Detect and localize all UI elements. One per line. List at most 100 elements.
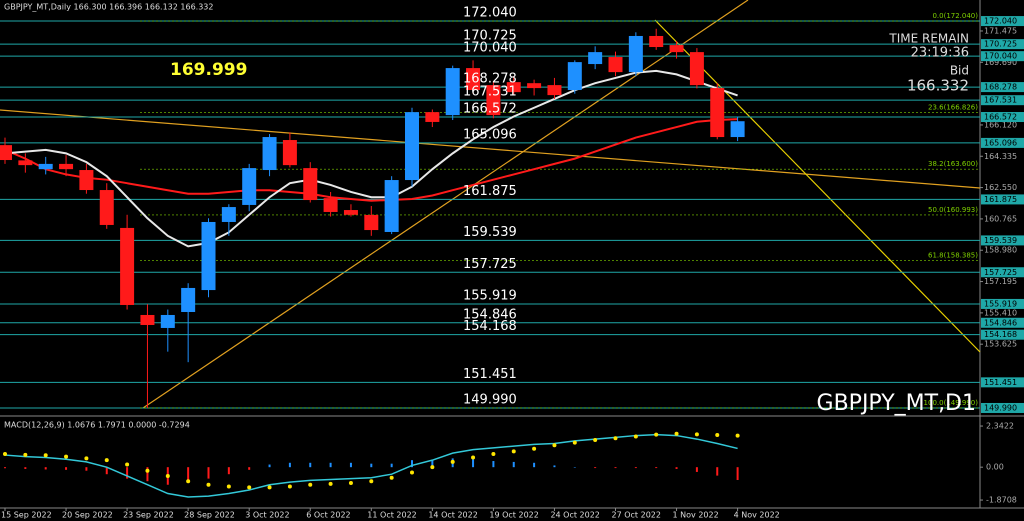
- level-label: 170.040: [463, 41, 517, 56]
- macd-histogram-bar: [309, 462, 312, 468]
- macd-histogram-bar: [105, 467, 108, 475]
- level-axis-box: [981, 51, 1024, 62]
- signal-dot: [84, 456, 89, 461]
- signal-dot: [247, 485, 252, 490]
- signal-dot: [654, 432, 659, 437]
- candle-body: [608, 57, 623, 73]
- candle-body: [649, 35, 664, 48]
- signal-dot: [715, 433, 720, 438]
- y-tick-label: -1.8708: [986, 496, 1017, 505]
- signal-dot: [735, 433, 740, 438]
- signal-dot: [267, 485, 272, 490]
- level-label: 168.278: [463, 72, 517, 87]
- signal-dot: [572, 440, 577, 445]
- signal-dot: [633, 434, 638, 439]
- trendline: [654, 19, 981, 353]
- signal-dot: [410, 470, 414, 475]
- macd-histogram-bar: [492, 461, 495, 468]
- macd-histogram-bar: [695, 467, 698, 472]
- level-label: 151.451: [463, 367, 517, 382]
- x-tick-label: 28 Sep 2022: [184, 511, 235, 520]
- x-tick-label: 19 Oct 2022: [489, 511, 538, 520]
- y-tick-label: 2.3422: [986, 422, 1014, 431]
- y-tick-label: 160.765: [984, 214, 1017, 223]
- signal-dot: [552, 443, 557, 448]
- fib-label: 50.0(160.993): [928, 206, 978, 214]
- level-axis-label: 149.990: [984, 403, 1017, 412]
- signal-dot: [23, 452, 28, 457]
- candle-body: [547, 85, 562, 96]
- level-axis-box: [981, 377, 1024, 388]
- candle-body: [567, 62, 582, 91]
- trendline: [142, 0, 749, 409]
- signal-dot: [64, 454, 69, 459]
- level-axis-label: 168.278: [984, 83, 1017, 92]
- level-axis-box: [981, 39, 1024, 50]
- level-label: 159.539: [463, 225, 517, 240]
- signal-dot: [471, 455, 476, 460]
- signal-dot: [43, 453, 48, 458]
- x-tick-label: 3 Oct 2022: [245, 511, 289, 520]
- x-tick-label: 20 Sep 2022: [62, 511, 113, 520]
- level-axis-box: [981, 329, 1024, 340]
- trendline: [0, 109, 981, 189]
- signal-dot: [593, 437, 598, 442]
- signal-dot: [674, 431, 679, 436]
- x-tick-label: 6 Oct 2022: [306, 511, 350, 520]
- candle-body: [628, 35, 643, 73]
- level-axis-label: 154.168: [984, 330, 1017, 339]
- level-label: 172.040: [463, 6, 517, 21]
- level-axis-label: 154.846: [984, 318, 1017, 327]
- fib-label: 100.0(149.990): [924, 399, 979, 407]
- annotation: 169.999: [170, 60, 247, 80]
- macd-histogram-bar: [411, 460, 413, 468]
- candle-body: [323, 198, 338, 212]
- macd-histogram-bar: [716, 467, 719, 476]
- candle-body: [486, 85, 501, 116]
- macd-histogram-bar: [65, 467, 68, 470]
- level-axis-box: [981, 235, 1024, 246]
- signal-dot: [328, 481, 333, 486]
- y-tick-label: 0.00: [986, 463, 1004, 472]
- macd-histogram-bar: [573, 467, 576, 468]
- level-axis-box: [981, 137, 1024, 148]
- macd-histogram-bar: [248, 467, 251, 470]
- candle-body: [140, 314, 155, 325]
- signal-dot: [287, 484, 292, 489]
- candle-body: [466, 68, 481, 91]
- y-tick-label: 158.980: [984, 246, 1017, 255]
- macd-histogram-bar: [533, 462, 536, 468]
- macd-histogram-bar: [634, 467, 637, 469]
- level-axis-box: [981, 112, 1024, 123]
- candle-body: [425, 112, 440, 122]
- macd-histogram-bar: [227, 467, 230, 475]
- macd-histogram-bar: [24, 467, 27, 469]
- macd-histogram-bar: [349, 462, 352, 468]
- candle-body: [181, 287, 196, 312]
- level-axis-box: [981, 95, 1024, 106]
- candle-body: [710, 88, 725, 138]
- level-label: 157.725: [463, 257, 517, 272]
- level-axis-box: [981, 16, 1024, 27]
- candle-body: [221, 207, 236, 222]
- macd-histogram-bar: [512, 461, 515, 468]
- level-label: 170.725: [463, 29, 517, 44]
- level-axis-box: [981, 317, 1024, 328]
- candle-body: [160, 314, 175, 328]
- candle-body: [303, 168, 318, 201]
- signal-dot: [206, 482, 211, 487]
- candle-body: [59, 163, 74, 170]
- candle-body: [730, 121, 745, 138]
- y-tick-label: 164.335: [984, 152, 1017, 161]
- level-axis-box: [981, 298, 1024, 309]
- level-axis-label: 166.572: [984, 113, 1017, 122]
- candle-body: [445, 68, 460, 116]
- signal-dot: [226, 484, 231, 489]
- macd-histogram-bar: [329, 462, 332, 468]
- candle-body: [0, 145, 12, 161]
- macd-histogram-bar: [268, 464, 271, 468]
- x-tick-label: 14 Oct 2022: [428, 511, 477, 520]
- candle-body: [343, 210, 358, 215]
- series: [3, 69, 740, 498]
